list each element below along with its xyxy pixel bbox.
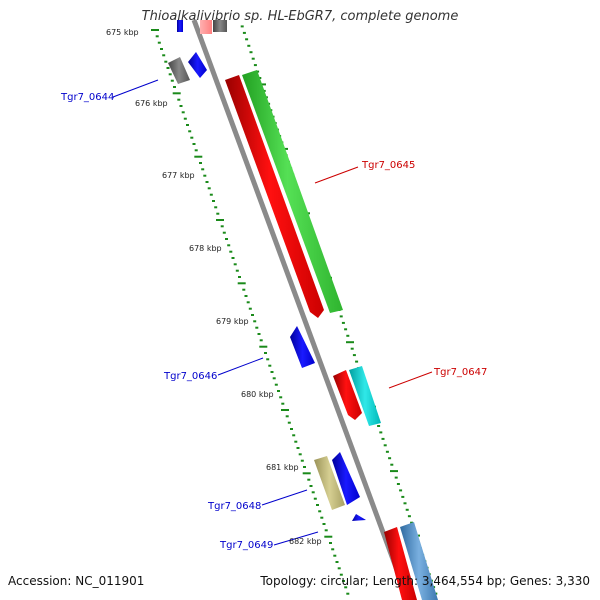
leader-line-tgr7-0649 (273, 531, 319, 546)
gene-label-tgr7-0647[interactable]: Tgr7_0647 (433, 367, 487, 378)
gene-feature-bottom-steel[interactable] (400, 522, 438, 600)
gene-feature-top-pink[interactable] (200, 20, 212, 34)
kbp-label: 675 kbp (106, 28, 139, 37)
accession-text: Accession: NC_011901 (8, 574, 145, 588)
gene-label-tgr7-0645[interactable]: Tgr7_0645 (361, 160, 415, 171)
gene-feature-green[interactable] (242, 70, 343, 313)
gene-label-tgr7-0644[interactable]: Tgr7_0644 (60, 92, 114, 103)
kbp-label: 678 kbp (189, 244, 222, 253)
genome-summary-text: Topology: circular; Length: 3,464,554 bp… (260, 574, 590, 588)
gene-feature-tgr7-0648[interactable] (332, 452, 360, 505)
gene-feature-khaki[interactable] (314, 456, 345, 510)
gene-label-tgr7-0646[interactable]: Tgr7_0646 (163, 371, 217, 382)
gene-feature-top-gray[interactable] (213, 20, 227, 32)
tick-track (151, 25, 438, 595)
gene-feature-gray[interactable] (168, 57, 190, 84)
gene-feature-top-blue[interactable] (177, 20, 183, 32)
gene-feature-tgr7-0645[interactable] (225, 75, 324, 318)
gene-feature-tgr7-0649[interactable] (352, 514, 366, 521)
kbp-label: 679 kbp (216, 317, 249, 326)
gene-label-tgr7-0648[interactable]: Tgr7_0648 (207, 501, 261, 512)
gene-feature-bottom-red[interactable] (384, 527, 417, 600)
kbp-label: 677 kbp (162, 171, 195, 180)
gene-feature-tgr7-0647[interactable] (333, 370, 362, 420)
kbp-label: 681 kbp (266, 463, 299, 472)
leader-line-tgr7-0648 (261, 489, 308, 506)
gene-feature-tgr7-0646[interactable] (290, 326, 315, 368)
kbp-label: 680 kbp (241, 390, 274, 399)
leader-line-tgr7-0645 (314, 166, 359, 184)
leader-line-tgr7-0647 (388, 371, 433, 389)
leader-line-tgr7-0644 (112, 79, 159, 98)
gene-feature-tgr7-0644[interactable] (188, 52, 207, 78)
gene-feature-cyan[interactable] (349, 366, 381, 426)
gene-label-tgr7-0649[interactable]: Tgr7_0649 (219, 540, 273, 551)
genome-backbone (191, 19, 411, 600)
kbp-label: 676 kbp (135, 99, 168, 108)
leader-line-tgr7-0646 (217, 357, 264, 376)
kbp-label: 682 kbp (289, 537, 322, 546)
